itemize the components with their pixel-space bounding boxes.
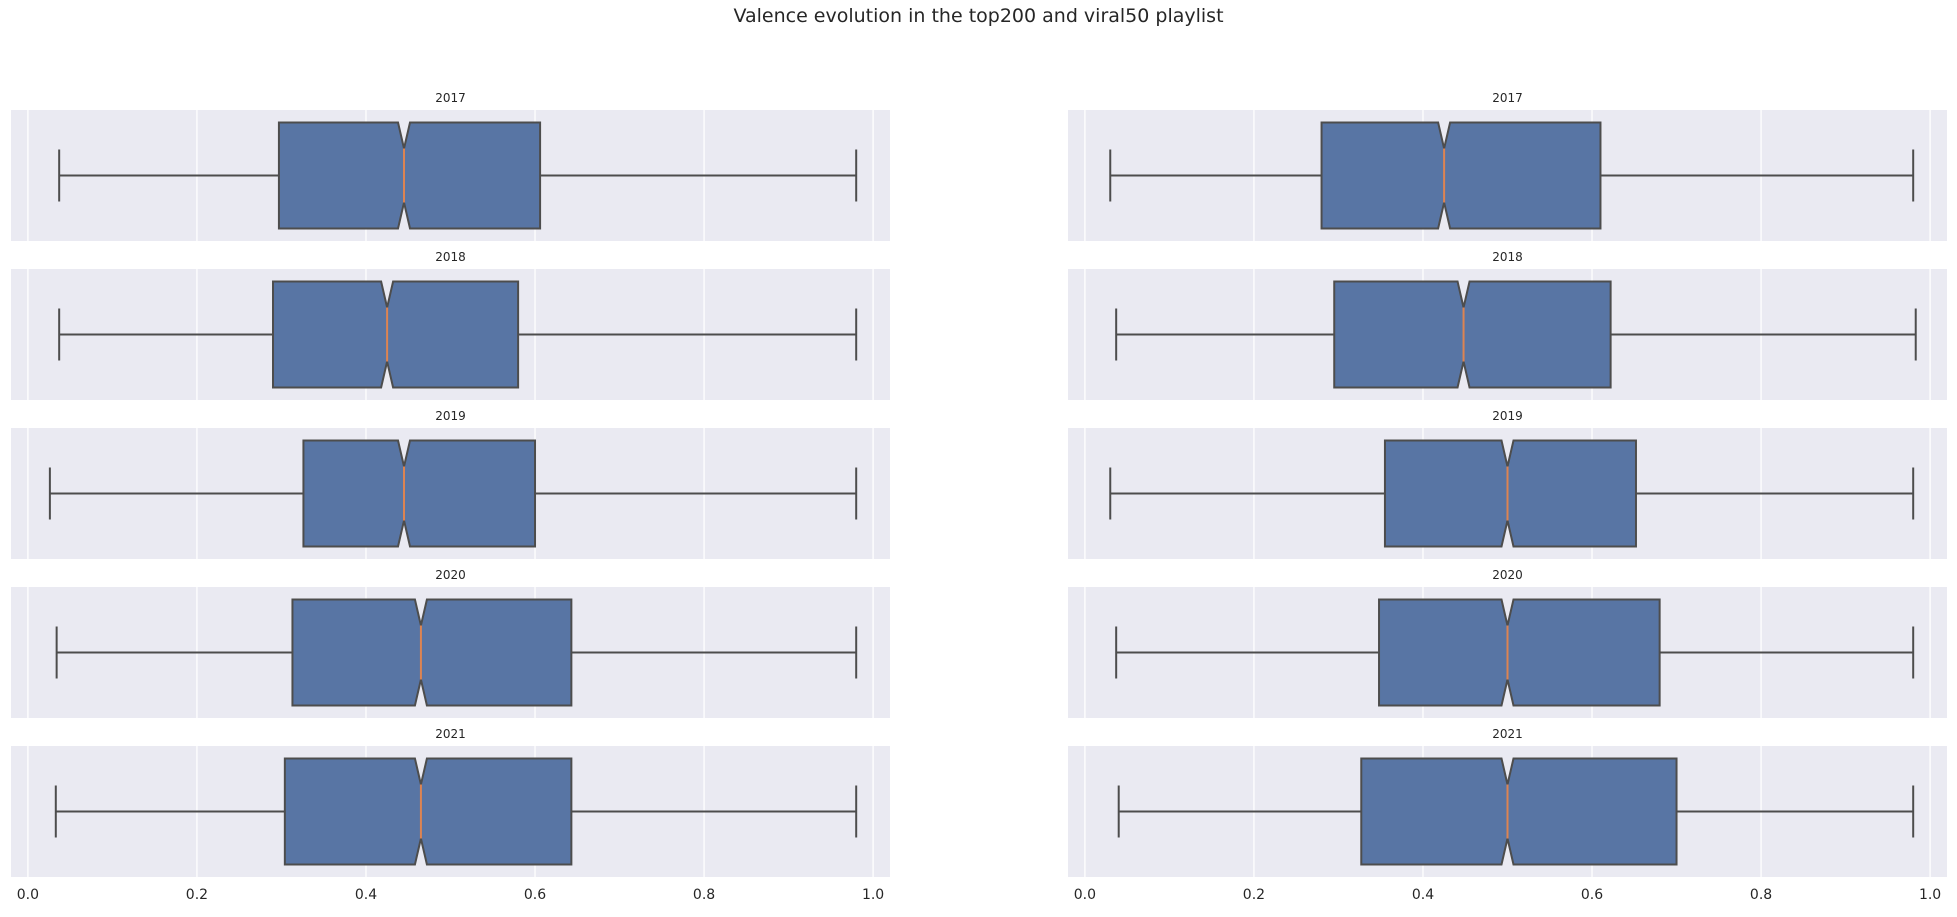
panel-viral50-2017: 2017: [1068, 91, 1947, 241]
panel-top200-2019: 2019: [11, 409, 890, 559]
panel-title: 2017: [435, 91, 466, 105]
box: [1360, 757, 1678, 866]
viral50-column: 2017 2018 2019 2020 2021 0.0 0.2 0.4 0.6 0.8 1.0: [1068, 91, 1947, 903]
panel-viral50-2021: 2021 0.0 0.2 0.4 0.6 0.8 1.0: [1068, 727, 1947, 903]
x-tick-label: 0.0: [17, 887, 39, 903]
x-tick-label: 1.0: [1919, 887, 1941, 903]
x-tick-label: 0.8: [693, 887, 715, 903]
x-tick-label: 1.0: [862, 887, 884, 903]
box: [1378, 598, 1661, 707]
box: [1320, 121, 1602, 230]
x-tick-label: 0.6: [524, 887, 546, 903]
panel-title: 2018: [435, 250, 466, 264]
box: [283, 757, 573, 866]
x-tick-label: 0.8: [1750, 887, 1772, 903]
x-tick-label: 0.6: [1581, 887, 1603, 903]
x-tick-label: 0.2: [1243, 887, 1265, 903]
box: [291, 598, 573, 707]
panel-title: 2017: [1492, 91, 1523, 105]
panel-viral50-2019: 2019: [1068, 409, 1947, 559]
box: [272, 280, 520, 389]
panel-top200-2017: 2017: [11, 91, 890, 241]
panel-title: 2021: [435, 727, 466, 741]
top200-column: 2017 2018 2019 2020 2021 0.0 0.2 0.4 0.6 0.8 1.0: [11, 91, 890, 903]
box: [1333, 280, 1612, 389]
panel-title: 2021: [1492, 727, 1523, 741]
x-tick-label: 0.4: [1412, 887, 1434, 903]
panel-viral50-2018: 2018: [1068, 250, 1947, 400]
panel-title: 2020: [435, 568, 466, 582]
panel-title: 2019: [435, 409, 466, 423]
box: [1383, 439, 1637, 548]
panel-title: 2020: [1492, 568, 1523, 582]
panel-top200-2020: 2020: [11, 568, 890, 718]
x-tick-label: 0.2: [186, 887, 208, 903]
panel-title: 2019: [1492, 409, 1523, 423]
figure-title: Valence evolution in the top200 and vira…: [733, 5, 1224, 27]
panel-top200-2021: 2021 0.0 0.2 0.4 0.6 0.8 1.0: [11, 727, 890, 903]
panel-viral50-2020: 2020: [1068, 568, 1947, 718]
x-tick-label: 0.0: [1074, 887, 1096, 903]
x-tick-label: 0.4: [355, 887, 377, 903]
box: [302, 439, 537, 548]
panel-title: 2018: [1492, 250, 1523, 264]
panel-top200-2018: 2018: [11, 250, 890, 400]
box: [277, 121, 542, 230]
